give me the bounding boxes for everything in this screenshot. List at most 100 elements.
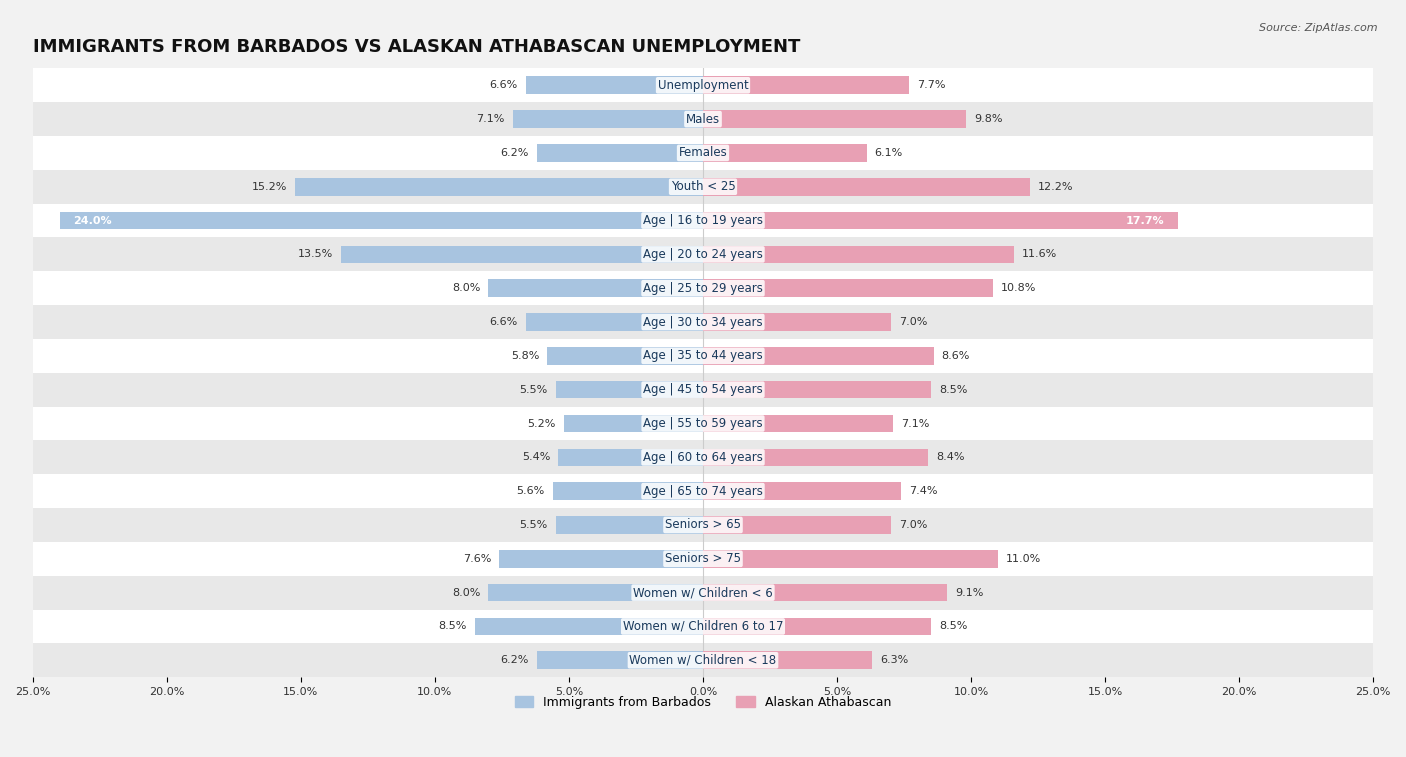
Text: 10.8%: 10.8% [1001, 283, 1036, 293]
Bar [703, 178, 1031, 195]
Text: Age | 20 to 24 years: Age | 20 to 24 years [643, 248, 763, 261]
Bar [703, 449, 928, 466]
Text: Females: Females [679, 146, 727, 160]
Legend: Immigrants from Barbados, Alaskan Athabascan: Immigrants from Barbados, Alaskan Athaba… [509, 690, 897, 714]
Bar [703, 584, 948, 601]
Text: 6.2%: 6.2% [501, 656, 529, 665]
Text: Women w/ Children < 6: Women w/ Children < 6 [633, 586, 773, 599]
Text: Seniors > 75: Seniors > 75 [665, 553, 741, 565]
Text: 11.6%: 11.6% [1022, 249, 1057, 260]
Bar [32, 542, 1374, 576]
Bar [32, 102, 1374, 136]
Text: 8.6%: 8.6% [942, 350, 970, 361]
Bar [703, 313, 890, 331]
Bar [32, 170, 1374, 204]
Bar [537, 144, 703, 162]
Text: Unemployment: Unemployment [658, 79, 748, 92]
Bar [526, 313, 703, 331]
Text: Age | 65 to 74 years: Age | 65 to 74 years [643, 484, 763, 497]
Text: 8.4%: 8.4% [936, 453, 965, 463]
Bar [564, 415, 703, 432]
Text: 6.6%: 6.6% [489, 80, 517, 90]
Text: 8.0%: 8.0% [453, 283, 481, 293]
Bar [475, 618, 703, 635]
Bar [703, 482, 901, 500]
Bar [703, 618, 931, 635]
Text: 6.1%: 6.1% [875, 148, 903, 158]
Bar [488, 279, 703, 297]
Bar [32, 305, 1374, 339]
Text: IMMIGRANTS FROM BARBADOS VS ALASKAN ATHABASCAN UNEMPLOYMENT: IMMIGRANTS FROM BARBADOS VS ALASKAN ATHA… [32, 38, 800, 56]
Text: 7.0%: 7.0% [898, 520, 927, 530]
Bar [32, 609, 1374, 643]
Text: 9.1%: 9.1% [955, 587, 983, 597]
Bar [703, 381, 931, 398]
Text: 5.5%: 5.5% [519, 520, 547, 530]
Text: 7.4%: 7.4% [910, 486, 938, 496]
Text: 8.5%: 8.5% [439, 621, 467, 631]
Text: 17.7%: 17.7% [1126, 216, 1164, 226]
Bar [32, 508, 1374, 542]
Bar [513, 111, 703, 128]
Bar [703, 347, 934, 365]
Bar [59, 212, 703, 229]
Text: Seniors > 65: Seniors > 65 [665, 519, 741, 531]
Bar [342, 245, 703, 263]
Bar [499, 550, 703, 568]
Text: 7.1%: 7.1% [901, 419, 929, 428]
Text: Age | 16 to 19 years: Age | 16 to 19 years [643, 214, 763, 227]
Text: Youth < 25: Youth < 25 [671, 180, 735, 193]
Bar [32, 474, 1374, 508]
Bar [295, 178, 703, 195]
Bar [703, 279, 993, 297]
Bar [32, 576, 1374, 609]
Text: Age | 35 to 44 years: Age | 35 to 44 years [643, 350, 763, 363]
Text: Age | 30 to 34 years: Age | 30 to 34 years [643, 316, 763, 329]
Text: 6.3%: 6.3% [880, 656, 908, 665]
Bar [32, 271, 1374, 305]
Text: 7.6%: 7.6% [463, 554, 491, 564]
Bar [703, 550, 998, 568]
Text: 9.8%: 9.8% [974, 114, 1002, 124]
Bar [703, 652, 872, 669]
Bar [703, 144, 866, 162]
Text: 13.5%: 13.5% [298, 249, 333, 260]
Bar [32, 68, 1374, 102]
Text: 7.0%: 7.0% [898, 317, 927, 327]
Text: 5.5%: 5.5% [519, 385, 547, 394]
Text: Age | 55 to 59 years: Age | 55 to 59 years [643, 417, 763, 430]
Text: Males: Males [686, 113, 720, 126]
Text: 11.0%: 11.0% [1005, 554, 1042, 564]
Bar [703, 111, 966, 128]
Text: 5.4%: 5.4% [522, 453, 550, 463]
Bar [555, 516, 703, 534]
Bar [32, 238, 1374, 271]
Text: 5.2%: 5.2% [527, 419, 555, 428]
Text: Source: ZipAtlas.com: Source: ZipAtlas.com [1260, 23, 1378, 33]
Bar [32, 136, 1374, 170]
Bar [703, 76, 910, 94]
Bar [488, 584, 703, 601]
Text: Women w/ Children < 18: Women w/ Children < 18 [630, 654, 776, 667]
Text: Women w/ Children 6 to 17: Women w/ Children 6 to 17 [623, 620, 783, 633]
Text: Age | 60 to 64 years: Age | 60 to 64 years [643, 451, 763, 464]
Text: 7.7%: 7.7% [918, 80, 946, 90]
Text: 15.2%: 15.2% [252, 182, 287, 192]
Text: 8.0%: 8.0% [453, 587, 481, 597]
Text: 5.8%: 5.8% [510, 350, 540, 361]
Bar [703, 516, 890, 534]
Bar [526, 76, 703, 94]
Bar [32, 339, 1374, 372]
Text: 5.6%: 5.6% [516, 486, 544, 496]
Bar [537, 652, 703, 669]
Bar [703, 212, 1178, 229]
Bar [32, 407, 1374, 441]
Bar [32, 643, 1374, 678]
Bar [558, 449, 703, 466]
Bar [547, 347, 703, 365]
Bar [553, 482, 703, 500]
Text: 12.2%: 12.2% [1038, 182, 1074, 192]
Bar [32, 441, 1374, 474]
Text: Age | 45 to 54 years: Age | 45 to 54 years [643, 383, 763, 396]
Bar [703, 415, 893, 432]
